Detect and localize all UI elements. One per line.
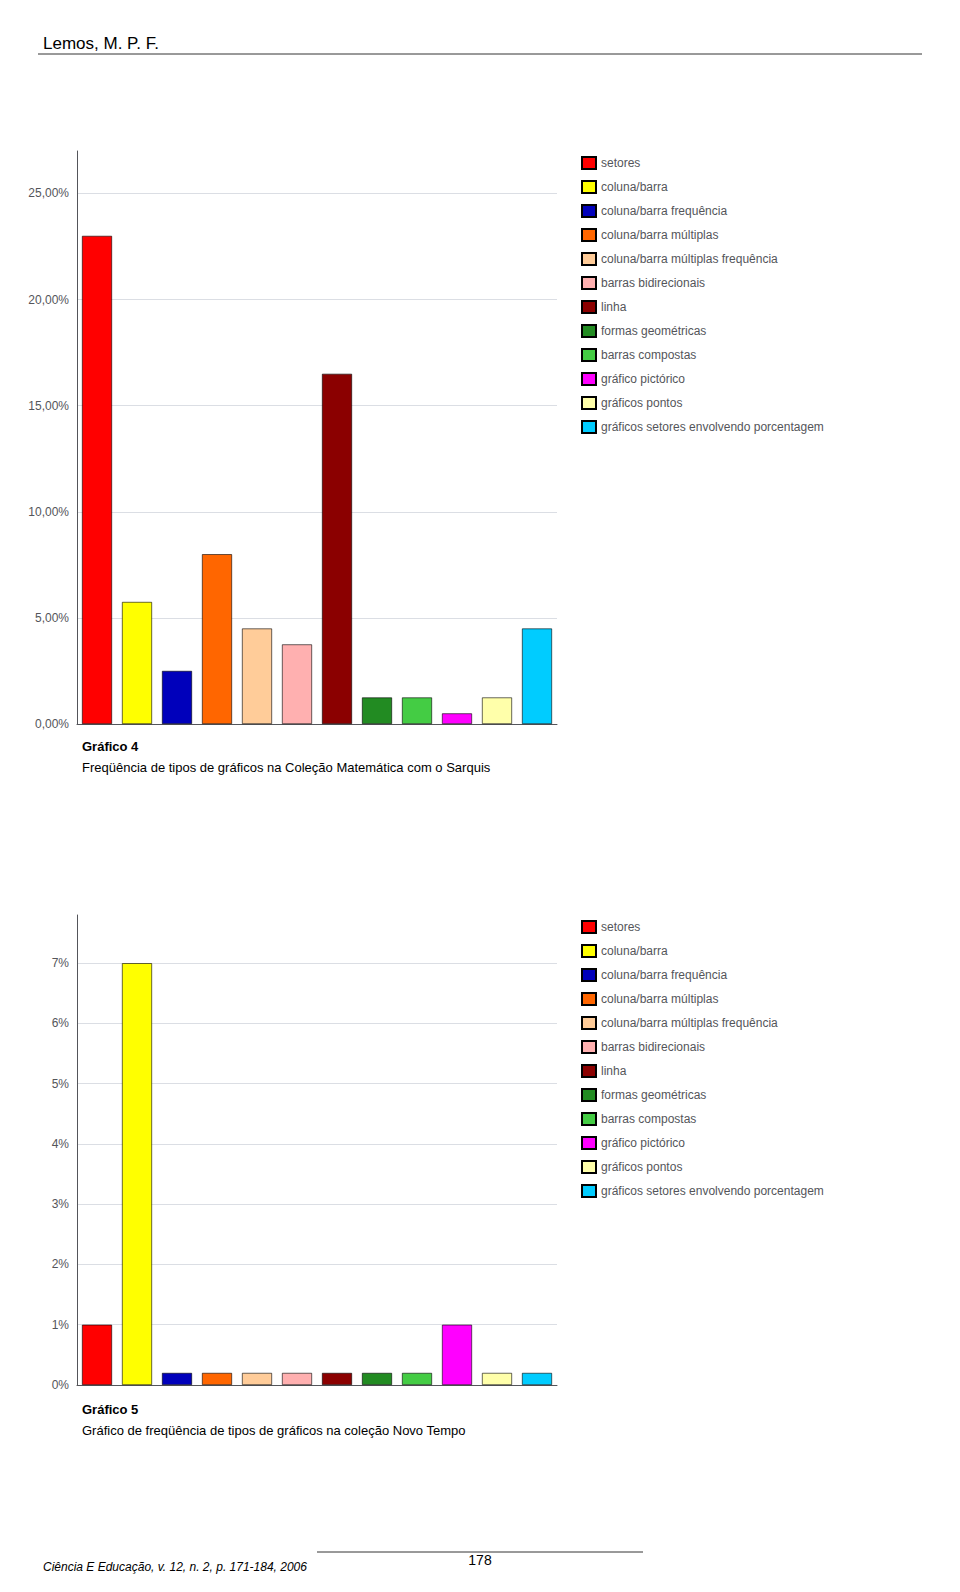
- svg-text:coluna/barra frequência: coluna/barra frequência: [601, 968, 727, 982]
- svg-text:Lemos, M. P. F.: Lemos, M. P. F.: [43, 34, 159, 53]
- svg-text:gráfico pictórico: gráfico pictórico: [601, 372, 685, 386]
- svg-text:coluna/barra múltiplas: coluna/barra múltiplas: [601, 992, 718, 1006]
- svg-text:gráficos setores envolvendo po: gráficos setores envolvendo porcentagem: [601, 1184, 824, 1198]
- svg-text:barras bidirecionais: barras bidirecionais: [601, 1040, 705, 1054]
- svg-text:setores: setores: [601, 920, 640, 934]
- svg-text:gráfico pictórico: gráfico pictórico: [601, 1136, 685, 1150]
- svg-text:barras bidirecionais: barras bidirecionais: [601, 276, 705, 290]
- svg-text:gráficos setores envolvendo po: gráficos setores envolvendo porcentagem: [601, 420, 824, 434]
- svg-text:3%: 3%: [52, 1197, 70, 1211]
- svg-text:7%: 7%: [52, 956, 70, 970]
- svg-text:barras compostas: barras compostas: [601, 348, 696, 362]
- svg-text:5%: 5%: [52, 1077, 70, 1091]
- svg-text:2%: 2%: [52, 1257, 70, 1271]
- svg-text:linha: linha: [601, 1064, 627, 1078]
- svg-text:Gráfico 4: Gráfico 4: [82, 739, 139, 754]
- svg-text:Freqüência de tipos de gráfico: Freqüência de tipos de gráficos na Coleç…: [82, 760, 491, 775]
- svg-text:1%: 1%: [52, 1318, 70, 1332]
- svg-text:formas geométricas: formas geométricas: [601, 1088, 706, 1102]
- svg-text:4%: 4%: [52, 1137, 70, 1151]
- svg-text:gráficos pontos: gráficos pontos: [601, 396, 682, 410]
- svg-text:Ciência E Educação, v. 12, n.: Ciência E Educação, v. 12, n. 2, p. 171-…: [43, 1560, 307, 1574]
- svg-text:15,00%: 15,00%: [28, 399, 69, 413]
- svg-text:Gráfico de freqüência de tipos: Gráfico de freqüência de tipos de gráfic…: [82, 1423, 466, 1438]
- svg-text:10,00%: 10,00%: [28, 505, 69, 519]
- svg-text:formas geométricas: formas geométricas: [601, 324, 706, 338]
- svg-text:barras compostas: barras compostas: [601, 1112, 696, 1126]
- svg-text:coluna/barra múltiplas: coluna/barra múltiplas: [601, 228, 718, 242]
- svg-text:6%: 6%: [52, 1016, 70, 1030]
- svg-text:coluna/barra frequência: coluna/barra frequência: [601, 204, 727, 218]
- svg-text:coluna/barra: coluna/barra: [601, 180, 668, 194]
- svg-text:coluna/barra múltiplas frequên: coluna/barra múltiplas frequência: [601, 252, 778, 266]
- svg-text:setores: setores: [601, 156, 640, 170]
- svg-text:178: 178: [468, 1552, 492, 1568]
- svg-text:20,00%: 20,00%: [28, 293, 69, 307]
- svg-text:5,00%: 5,00%: [35, 611, 69, 625]
- svg-text:25,00%: 25,00%: [28, 186, 69, 200]
- svg-text:Gráfico 5: Gráfico 5: [82, 1402, 138, 1417]
- svg-text:0%: 0%: [52, 1378, 70, 1392]
- svg-text:coluna/barra: coluna/barra: [601, 944, 668, 958]
- svg-text:coluna/barra múltiplas frequên: coluna/barra múltiplas frequência: [601, 1016, 778, 1030]
- svg-text:0,00%: 0,00%: [35, 717, 69, 731]
- svg-text:linha: linha: [601, 300, 627, 314]
- svg-text:gráficos pontos: gráficos pontos: [601, 1160, 682, 1174]
